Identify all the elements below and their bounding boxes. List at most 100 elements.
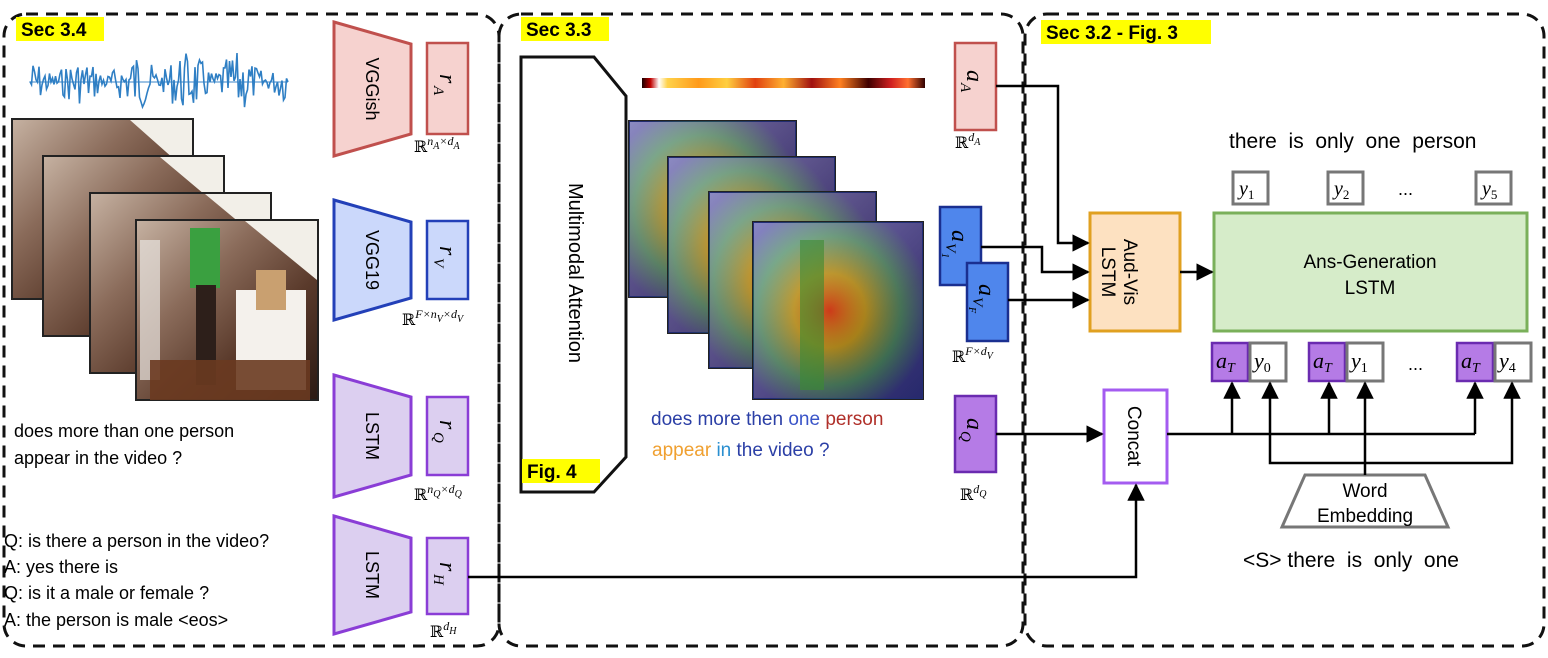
attended-aA: a A <box>953 41 998 132</box>
multimodal-attention-label: Multimodal Attention <box>564 183 586 363</box>
attended-frames <box>628 120 924 400</box>
aA-to-avlstm-arrow <box>996 84 1090 252</box>
history-line: A: the person is male <eos> <box>4 610 228 630</box>
svg-text:a: a <box>946 230 972 242</box>
question-line-1: does more than one person <box>14 421 234 441</box>
section-3-2-label: Sec 3.2 - Fig. 3 <box>1046 23 1178 44</box>
attention-word: one <box>788 409 820 430</box>
dim-rV: ℝF×nV×dV <box>402 307 465 329</box>
svg-text:y0: y0 <box>1252 348 1271 376</box>
svg-text:F: F <box>966 306 977 314</box>
rV-symbol: r <box>434 246 460 256</box>
audio-attention-bar <box>642 78 925 88</box>
input-tokens: aT y0 aT y1 ... aT y4 <box>1210 341 1533 383</box>
rQ-sub: Q <box>430 432 446 443</box>
history-line: Q: is it a male or female ? <box>4 583 209 603</box>
word-embedding-label-2: Embedding <box>1317 506 1413 527</box>
output-tokens: y1 y2 ... y5 <box>1231 170 1513 206</box>
attention-word: video <box>768 440 813 461</box>
input-pair: aT y1 <box>1307 341 1385 383</box>
svg-text:y1: y1 <box>1349 348 1368 376</box>
ans-lstm-label-1: Ans-Generation <box>1303 252 1436 273</box>
rA-sub: A <box>430 85 446 96</box>
decoder-input-text: <S> there is only one <box>1243 549 1459 572</box>
section-3-3-label: Sec 3.3 <box>526 20 592 41</box>
attention-word: appear <box>652 440 712 461</box>
history-line: A: yes there is <box>4 557 118 577</box>
rH-sub: H <box>430 573 446 586</box>
answer-output-text: there is only one person <box>1229 130 1476 153</box>
svg-text:a: a <box>973 284 999 296</box>
history-lstm-encoder: LSTM <box>332 514 413 636</box>
svg-text:y4: y4 <box>1497 348 1516 376</box>
embed-to-y4-arrow <box>1365 381 1521 465</box>
ans-generation-lstm: Ans-Generation LSTM <box>1212 211 1529 333</box>
section-3-2-highlight <box>1041 20 1211 44</box>
output-token: y2 <box>1326 170 1365 206</box>
video-frame-4 <box>135 219 319 401</box>
connectors <box>468 84 1521 579</box>
question-lstm-label: LSTM <box>362 412 382 460</box>
rH-to-concat-arrow <box>468 483 1145 579</box>
attention-word: person <box>825 409 883 430</box>
dialog-history: Q: is there a person in the video? A: ye… <box>4 531 269 630</box>
attention-question-line-1: does more then one person <box>651 409 883 430</box>
attention-word: ? <box>819 440 830 461</box>
ans-lstm-label-2: LSTM <box>1345 278 1396 299</box>
aud-vis-label-2: LSTM <box>1097 247 1118 298</box>
svg-text:1: 1 <box>939 253 950 258</box>
svg-text:a: a <box>961 418 987 430</box>
svg-text:ℝdH: ℝdH <box>430 619 457 641</box>
svg-text:A: A <box>957 82 973 93</box>
svg-text:aT: aT <box>1216 348 1236 376</box>
fig-4-highlight <box>522 459 600 483</box>
dim-aA: ℝdA <box>955 130 981 152</box>
svg-text:a: a <box>961 70 987 82</box>
dim-rQ: ℝnQ×dQ <box>414 482 463 504</box>
section-3-4-frame <box>2 12 501 648</box>
svg-text:V: V <box>942 243 958 254</box>
multimodal-attention-module: Multimodal Attention <box>519 55 628 494</box>
input-pair: aT y4 <box>1455 341 1533 383</box>
concat-block: Concat <box>1102 388 1169 485</box>
section-3-3-highlight <box>521 17 609 41</box>
question-line-2: appear in the video ? <box>14 448 182 468</box>
input-pair: aT y0 <box>1210 341 1288 383</box>
vgg19-encoder: VGG19 <box>332 198 413 322</box>
attention-word: the <box>737 440 763 461</box>
dim-aV: ℝF×dV <box>952 344 995 366</box>
feature-rH: r H <box>425 536 470 616</box>
aud-vis-lstm: Aud-Vis LSTM <box>1088 211 1182 333</box>
fig-4-label: Fig. 4 <box>527 462 577 483</box>
rH-symbol: r <box>434 562 460 572</box>
concat-label: Concat <box>1123 406 1144 467</box>
feature-rV: r V <box>425 219 470 301</box>
section-3-3-frame <box>497 12 1025 648</box>
attention-word: then <box>746 409 783 430</box>
svg-text:V: V <box>969 297 985 308</box>
dim-rH: ℝdH <box>430 619 457 641</box>
rQ-symbol: r <box>434 420 460 430</box>
feature-rA: r A <box>425 41 470 136</box>
svg-text:y5: y5 <box>1480 178 1497 202</box>
svg-text:Q: Q <box>957 431 973 442</box>
output-token: y5 <box>1474 170 1513 206</box>
section-3-4-label: Sec 3.4 <box>21 20 87 41</box>
attended-aQ: a Q <box>953 394 998 474</box>
output-token: y1 <box>1231 170 1270 206</box>
svg-text:ℝF×nV×dV: ℝF×nV×dV <box>402 307 465 329</box>
question-lstm-encoder: LSTM <box>332 373 413 499</box>
attention-word: more <box>697 409 740 430</box>
attended-aVF: a V F <box>965 261 1010 343</box>
word-embedding-block: Word Embedding <box>1279 473 1451 529</box>
svg-text:y2: y2 <box>1332 178 1349 202</box>
rA-symbol: r <box>434 74 460 84</box>
embed-to-y0-arrow <box>1261 381 1367 475</box>
attention-word: in <box>716 440 731 461</box>
word-embedding-label-1: Word <box>1342 481 1387 502</box>
feature-rQ: r Q <box>425 395 470 477</box>
aud-vis-label-1: Aud-Vis <box>1119 239 1140 305</box>
svg-text:y1: y1 <box>1237 178 1254 202</box>
